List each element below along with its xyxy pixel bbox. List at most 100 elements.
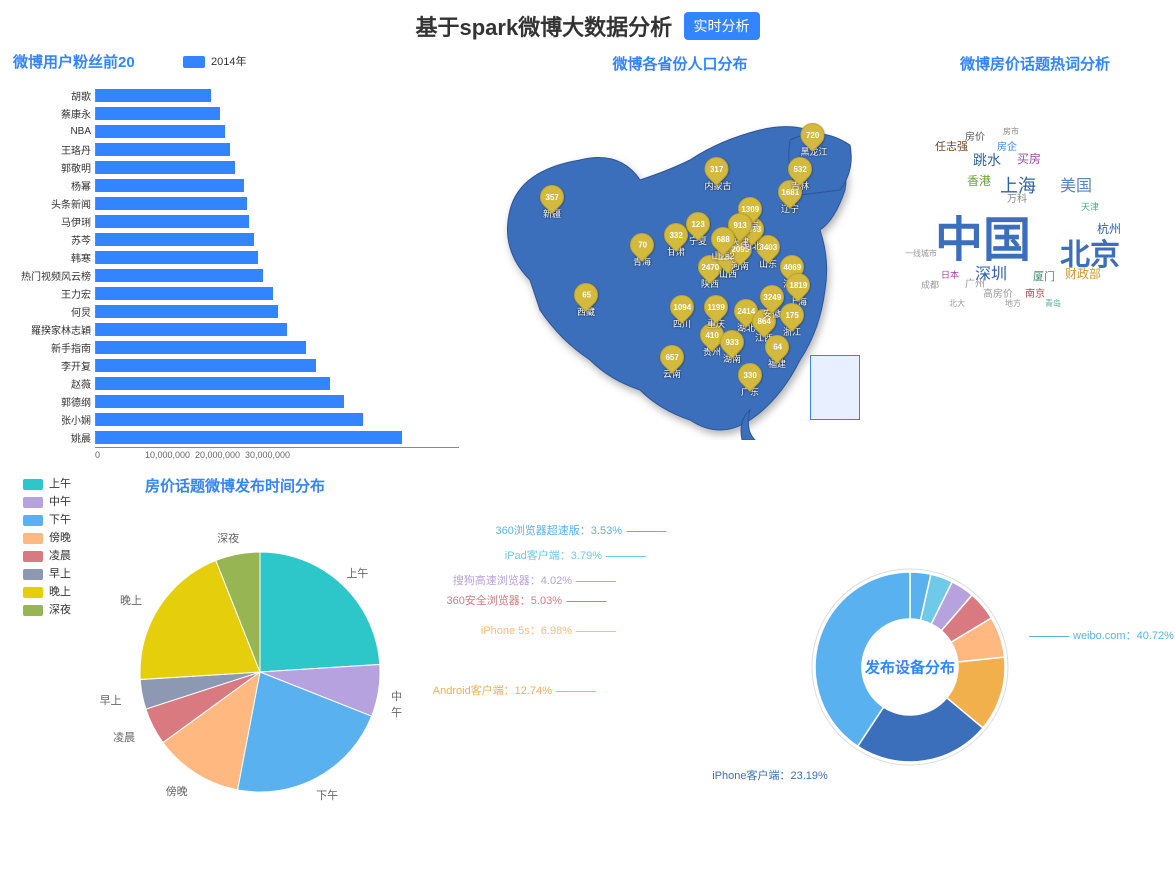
legend-swatch [23, 497, 43, 508]
legend-swatch [23, 587, 43, 598]
wordcloud-word[interactable]: 广州 [965, 275, 985, 290]
bar-row[interactable]: 李开复 [19, 357, 459, 374]
bar-fill [96, 431, 402, 444]
bar-label: 韩寒 [19, 250, 95, 265]
wordcloud-word[interactable]: 青岛 [1045, 298, 1061, 309]
page-title: 基于spark微博大数据分析 [415, 10, 672, 42]
wordcloud-word[interactable]: 北大 [949, 298, 965, 309]
pie-legend-item[interactable]: 上午 [23, 475, 71, 493]
donut-center-title: 发布设备分布 [865, 657, 955, 678]
pie-panel: 房价话题微博发布时间分布 上午中午下午傍晚凌晨早上晚上深夜 上午中午下午傍晚凌晨… [5, 467, 465, 857]
wordcloud-word[interactable]: 美国 [1060, 172, 1092, 196]
bar-label: 何炅 [19, 304, 95, 319]
bar-fill [96, 215, 249, 228]
bar-fill [96, 359, 316, 372]
wordcloud-word[interactable]: 南京 [1025, 285, 1045, 300]
wordcloud-word[interactable]: 万科 [1007, 190, 1027, 205]
wordcloud-word[interactable]: 成都 [921, 278, 939, 291]
legend-swatch [23, 515, 43, 526]
bar-row[interactable]: NBA [19, 123, 459, 140]
bar-row[interactable]: 赵薇 [19, 375, 459, 392]
bar-row[interactable]: 羅揆家林志穎 [19, 321, 459, 338]
bar-row[interactable]: 苏芩 [19, 231, 459, 248]
bar-label: 姚晨 [19, 430, 95, 445]
pie-slice-label: 上午 [346, 565, 368, 581]
bar-row[interactable]: 杨幂 [19, 177, 459, 194]
wordcloud-word[interactable]: 房价 [965, 128, 985, 143]
pie-legend-item[interactable]: 晚上 [23, 583, 71, 601]
wordcloud-word[interactable]: 厦门 [1033, 268, 1055, 284]
china-map[interactable]: 357新疆65西藏70青海332甘肃1094四川657云南410贵州1199重庆… [490, 100, 870, 440]
wordcloud-word[interactable]: 天津 [1081, 200, 1099, 213]
bar-fill [96, 251, 258, 264]
bar-fill [96, 395, 344, 408]
legend-swatch [23, 551, 43, 562]
bar-label: 赵薇 [19, 376, 95, 391]
legend-swatch [23, 479, 43, 490]
donut-label: Android客户端：12.74% [433, 682, 600, 698]
bar-row[interactable]: 王力宏 [19, 285, 459, 302]
bar-row[interactable]: 郭敬明 [19, 159, 459, 176]
wordcloud-word[interactable]: 杭州 [1097, 220, 1121, 237]
bar-row[interactable]: 马伊琍 [19, 213, 459, 230]
bar-label: 郭德纲 [19, 394, 95, 409]
pie-legend-item[interactable]: 中午 [23, 493, 71, 511]
pie-slice-label: 凌晨 [113, 729, 135, 745]
pie-slice-label: 傍晚 [166, 783, 188, 799]
pie-legend-item[interactable]: 深夜 [23, 601, 71, 619]
wordcloud-word[interactable]: 日本 [941, 268, 959, 281]
pie-legend-item[interactable]: 凌晨 [23, 547, 71, 565]
donut-chart[interactable]: 发布设备分布 [810, 567, 1010, 767]
bar-legend-swatch [183, 56, 205, 68]
wordcloud-word[interactable]: 任志强 [935, 138, 968, 154]
bar-chart[interactable]: 胡歌蔡康永 NBA 王珞丹郭敬明杨幂头条新闻马伊琍苏芩韩寒热门视频风云榜王力宏何炅羅… [19, 87, 459, 467]
realtime-button[interactable]: 实时分析 [684, 12, 760, 40]
bar-label: 热门视频风云榜 [19, 268, 95, 283]
pie-legend-item[interactable]: 下午 [23, 511, 71, 529]
legend-swatch [23, 533, 43, 544]
wordcloud-word[interactable]: 房企 [997, 138, 1017, 153]
bar-legend[interactable]: 2014年 [183, 53, 246, 69]
donut-label-text: weibo.com：40.72% [1073, 630, 1174, 642]
bar-row[interactable]: 热门视频风云榜 [19, 267, 459, 284]
pie-legend-item[interactable]: 傍晚 [23, 529, 71, 547]
bar-label: NBA [19, 126, 95, 137]
wordcloud-word[interactable]: 一线城市 [905, 248, 937, 259]
bar-row[interactable]: 郭德纲 [19, 393, 459, 410]
bar-label: 郭敬明 [19, 160, 95, 175]
wordcloud-word[interactable]: 跳水 [973, 150, 1001, 170]
pie-svg [135, 547, 385, 797]
legend-label: 傍晚 [49, 529, 71, 547]
wordcloud-word[interactable]: 地方 [1005, 298, 1021, 309]
wordcloud-word[interactable]: 房市 [1003, 126, 1019, 137]
bar-row[interactable]: 张小娴 [19, 411, 459, 428]
pie-chart[interactable]: 上午中午下午傍晚凌晨早上晚上深夜 [135, 547, 385, 797]
wordcloud-title: 微博房价话题热词分析 [895, 47, 1175, 80]
legend-label: 下午 [49, 511, 71, 529]
bar-row[interactable]: 新手指南 [19, 339, 459, 356]
bar-row[interactable]: 胡歌 [19, 87, 459, 104]
bar-row[interactable]: 头条新闻 [19, 195, 459, 212]
bar-row[interactable]: 姚晨 [19, 429, 459, 446]
pie-title: 房价话题微博发布时间分布 [5, 467, 465, 496]
donut-label: iPad客户端：3.79% [505, 547, 650, 563]
wordcloud-word[interactable]: 财政部 [1065, 265, 1101, 282]
legend-label: 早上 [49, 565, 71, 583]
pie-legend-item[interactable]: 早上 [23, 565, 71, 583]
bar-row[interactable]: 何炅 [19, 303, 459, 320]
wordcloud-word[interactable]: 买房 [1017, 150, 1041, 167]
legend-label: 深夜 [49, 601, 71, 619]
wordcloud[interactable]: 中国北京深圳上海美国跳水香港买房房价万科任志强房企杭州财政部厦门高房价南京广州日… [905, 120, 1165, 340]
bar-row[interactable]: 韩寒 [19, 249, 459, 266]
bar-fill [96, 305, 278, 318]
legend-label: 凌晨 [49, 547, 71, 565]
legend-label: 晚上 [49, 583, 71, 601]
legend-label: 中午 [49, 493, 71, 511]
bar-label: 王力宏 [19, 286, 95, 301]
bar-row[interactable]: 蔡康永 [19, 105, 459, 122]
pie-legend[interactable]: 上午中午下午傍晚凌晨早上晚上深夜 [23, 475, 71, 619]
donut-label: iPhone客户端：23.19% [712, 767, 828, 783]
bar-row[interactable]: 王珞丹 [19, 141, 459, 158]
wordcloud-word[interactable]: 香港 [967, 172, 991, 189]
bar-x-axis: 010,000,00020,000,00030,000,000 [95, 447, 459, 460]
